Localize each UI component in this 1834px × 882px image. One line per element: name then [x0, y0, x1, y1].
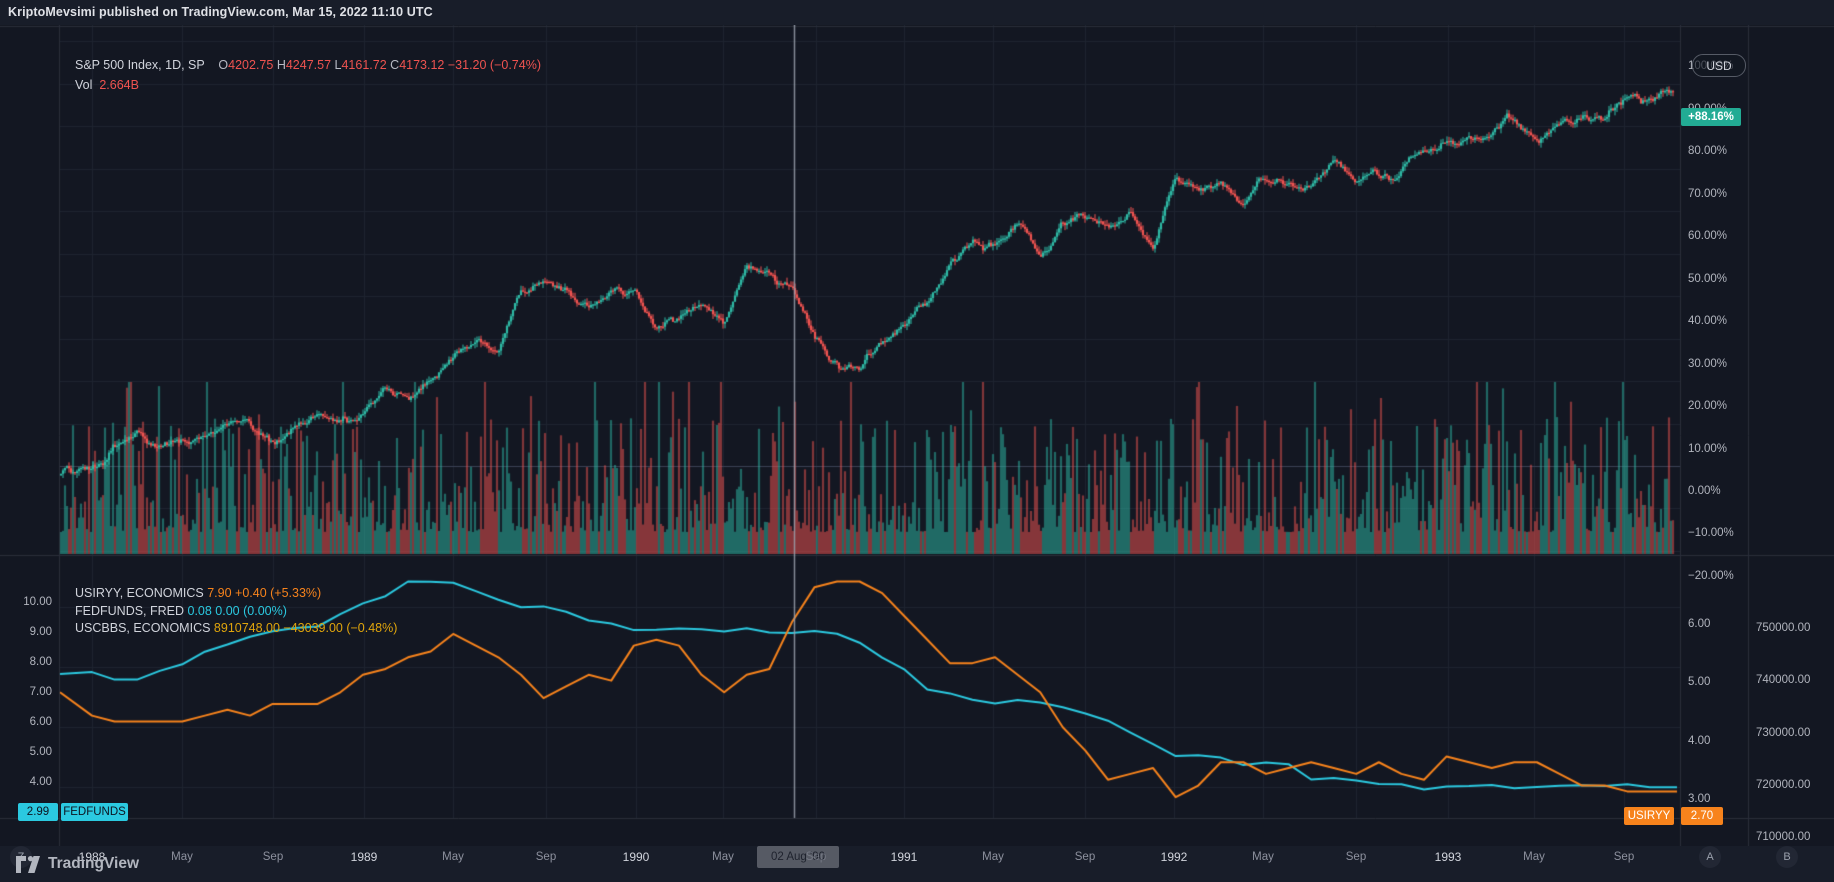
scale-b-button[interactable]: B — [1776, 846, 1798, 868]
pct-scale-tick: 20.00% — [1688, 400, 1728, 413]
time-axis-tick: Sep — [262, 851, 284, 863]
attribution-text: KriptoMevsimi published on TradingView.c… — [8, 5, 433, 19]
uscbbs-scale-tick: 740000.00 — [1756, 674, 1811, 687]
ohlc-values: O4202.75 H4247.57 L4161.72 C4173.12 — [218, 58, 447, 72]
time-axis-tick: May — [982, 851, 1004, 863]
chart-widget[interactable]: S&P 500 Index, 1D, SP O4202.75 H4247.57 … — [0, 25, 1834, 868]
pct-scale-tick: 70.00% — [1688, 187, 1728, 200]
sub-legend[interactable]: USIRYY, ECONOMICS 7.90 +0.40 (+5.33%) FED… — [75, 585, 397, 638]
time-axis-tick: 1990 — [622, 850, 650, 864]
main-legend[interactable]: S&P 500 Index, 1D, SP O4202.75 H4247.57 … — [75, 55, 541, 95]
series-name[interactable]: USIRYY, ECONOMICS — [75, 586, 208, 600]
symbol-title[interactable]: S&P 500 Index, 1D, SP — [75, 58, 205, 72]
time-axis-tick: 1993 — [1434, 850, 1462, 864]
pct-scale-tick: −10.00% — [1688, 527, 1734, 540]
time-axis-tick: 1991 — [890, 850, 918, 864]
time-axis-tick: May — [171, 851, 193, 863]
ohlc-key: C — [390, 58, 400, 72]
pct-scale-tick: 10.00% — [1688, 442, 1728, 455]
ohlc-key: O — [218, 58, 229, 72]
sub-legend-row[interactable]: USIRYY, ECONOMICS 7.90 +0.40 (+5.33%) — [75, 585, 397, 603]
series-values: 8910748.00 −43039.00 (−0.48%) — [213, 621, 398, 635]
change-value: −31.20 (−0.74%) — [447, 58, 541, 72]
ohlc-value: 4247.57 — [285, 58, 335, 72]
uscbbs-scale-tick: 750000.00 — [1756, 622, 1811, 634]
time-axis-tick: Sep — [535, 851, 557, 863]
usiryy-scale-tick: 6.00 — [1688, 618, 1711, 630]
main-legend-row-symbol[interactable]: S&P 500 Index, 1D, SP O4202.75 H4247.57 … — [75, 55, 541, 75]
usiryy-scale-tick: 4.00 — [1688, 734, 1711, 747]
usiryy-last-value-badge: 2.70 — [1681, 807, 1723, 826]
main-legend-row-volume: Vol 2.664B — [75, 75, 541, 95]
time-axis-tick: Sep — [805, 851, 827, 863]
time-axis-tick: May — [1523, 851, 1545, 863]
crosshair-date-tooltip: 02 Aug '90 — [757, 846, 839, 868]
time-axis-tick: May — [1252, 851, 1274, 863]
attribution-bar: KriptoMevsimi published on TradingView.c… — [0, 0, 1834, 25]
fedfunds-scale-tick: 5.00 — [29, 746, 52, 758]
fedfunds-scale-tick: 9.00 — [29, 626, 52, 638]
sub-legend-row[interactable]: USCBBS, ECONOMICS 8910748.00 −43039.00 (… — [75, 620, 397, 638]
usiryy-series-tag: USIRYY — [1624, 807, 1674, 826]
time-axis-tick: May — [712, 851, 734, 863]
sub-legend-row[interactable]: FEDFUNDS, FRED 0.08 0.00 (0.00%) — [75, 603, 397, 621]
spx-last-value-badge: +88.16% — [1681, 107, 1741, 126]
fedfunds-scale-tick: 6.00 — [29, 716, 52, 728]
ohlc-value: 4161.72 — [341, 58, 391, 72]
currency-toggle-button[interactable]: USD — [1692, 54, 1746, 77]
uscbbs-scale-tick: 730000.00 — [1756, 726, 1811, 739]
series-values: 7.90 +0.40 (+5.33%) — [207, 586, 322, 600]
tradingview-logo-icon[interactable] — [16, 855, 41, 873]
pct-scale-tick: 30.00% — [1688, 357, 1728, 370]
uscbbs-scale-tick: 720000.00 — [1756, 778, 1811, 791]
vol-value: 2.664B — [99, 78, 139, 92]
fedfunds-scale-tick: 4.00 — [29, 776, 52, 788]
fedfunds-scale-tick: 10.00 — [23, 596, 52, 608]
fedfunds-scale-tick: 7.00 — [29, 686, 52, 698]
pct-scale-tick: −20.00% — [1688, 569, 1734, 582]
pct-scale-tick: 80.00% — [1688, 145, 1728, 158]
usiryy-scale-tick: 3.00 — [1688, 792, 1711, 805]
series-name[interactable]: FEDFUNDS, FRED — [75, 603, 188, 618]
pct-scale-tick: 0.00% — [1688, 485, 1721, 497]
ohlc-value: 4173.12 — [399, 58, 448, 72]
time-axis-tick: 1988 — [78, 850, 106, 864]
series-name[interactable]: USCBBS, ECONOMICS — [75, 621, 214, 635]
ohlc-value: 4202.75 — [228, 58, 277, 72]
scale-a-button[interactable]: A — [1699, 846, 1721, 868]
vol-label: Vol — [75, 78, 93, 92]
time-axis-tick: May — [442, 851, 464, 863]
time-axis-tick: Sep — [1345, 851, 1367, 863]
fedfunds-series-tag: FEDFUNDS — [61, 803, 128, 822]
pct-scale-tick: 60.00% — [1688, 230, 1728, 243]
ohlc-key: L — [334, 58, 342, 72]
tradingview-wordmark[interactable]: TradingView — [48, 855, 140, 872]
time-axis-tick: 1992 — [1160, 850, 1188, 864]
pct-scale-tick: 50.00% — [1688, 272, 1728, 285]
time-axis-tick: 1989 — [350, 850, 378, 864]
fedfunds-last-value-badge: 2.99 — [18, 803, 58, 822]
time-axis-tick: Sep — [1613, 851, 1635, 863]
footer-bar: TradingView — [0, 846, 1834, 882]
time-axis-tick: Sep — [1074, 851, 1096, 863]
ohlc-key: H — [276, 58, 286, 72]
usiryy-scale-tick: 5.00 — [1688, 676, 1711, 689]
pct-scale-tick: 40.00% — [1688, 315, 1728, 328]
uscbbs-scale-tick: 710000.00 — [1756, 831, 1811, 843]
chart-canvas[interactable] — [0, 25, 1834, 846]
series-values: 0.08 0.00 (0.00%) — [187, 603, 287, 618]
fedfunds-scale-tick: 8.00 — [29, 656, 52, 668]
